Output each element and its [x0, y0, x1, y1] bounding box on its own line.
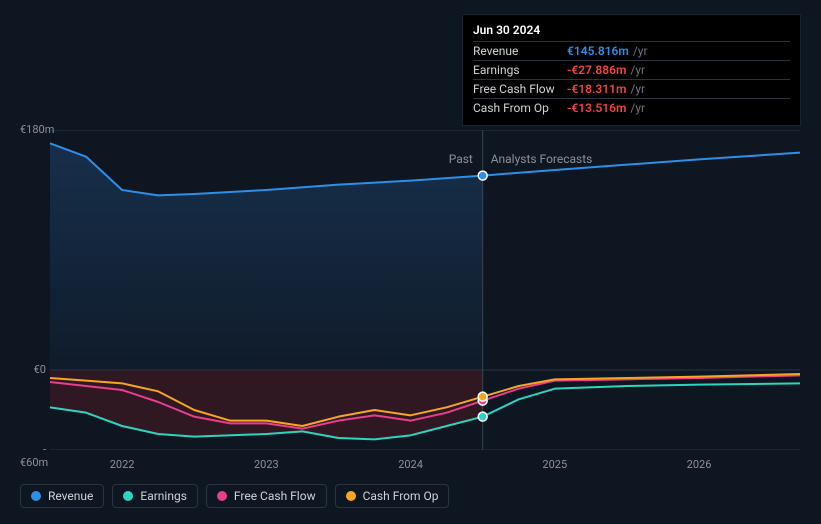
legend-item-cfo[interactable]: Cash From Op	[335, 484, 450, 508]
legend-item-revenue[interactable]: Revenue	[20, 484, 104, 508]
tooltip-metric-label: Free Cash Flow	[473, 82, 563, 96]
chart-legend: Revenue Earnings Free Cash Flow Cash From O…	[20, 484, 449, 508]
x-axis-tick-label: 2022	[110, 458, 135, 471]
legend-swatch-icon	[346, 491, 356, 501]
legend-label: Earnings	[140, 489, 187, 503]
chart-tooltip: Jun 30 2024 Revenue€145.816m/yrEarnings-…	[462, 14, 801, 126]
y-axis-tick-label: -€60m	[20, 443, 46, 469]
tooltip-metric-value: -€13.516m	[563, 101, 626, 115]
tooltip-unit: /yr	[626, 82, 645, 96]
tooltip-metric-label: Earnings	[473, 63, 563, 77]
y-axis-tick-label: €0	[20, 363, 46, 376]
tooltip-unit: /yr	[626, 63, 645, 77]
financial-chart: €180m€0-€60m20222023202420252026PastAnal…	[20, 130, 800, 450]
legend-swatch-icon	[123, 491, 133, 501]
x-axis-tick-label: 2025	[542, 458, 567, 471]
legend-item-fcf[interactable]: Free Cash Flow	[206, 484, 327, 508]
chart-svg	[20, 130, 800, 450]
tooltip-row: Revenue€145.816m/yr	[473, 41, 790, 60]
tooltip-metric-label: Revenue	[473, 44, 563, 58]
tooltip-row: Cash From Op-€13.516m/yr	[473, 98, 790, 117]
tooltip-metric-label: Cash From Op	[473, 101, 563, 115]
legend-label: Revenue	[48, 489, 93, 503]
tooltip-row: Free Cash Flow-€18.311m/yr	[473, 79, 790, 98]
x-axis-tick-label: 2026	[687, 458, 712, 471]
x-axis-tick-label: 2024	[398, 458, 423, 471]
tooltip-unit: /yr	[626, 101, 645, 115]
x-axis-tick-label: 2023	[254, 458, 279, 471]
tooltip-metric-value: -€27.886m	[563, 63, 626, 77]
tooltip-row: Earnings-€27.886m/yr	[473, 60, 790, 79]
legend-label: Cash From Op	[363, 489, 439, 503]
legend-swatch-icon	[31, 491, 41, 501]
tooltip-date: Jun 30 2024	[473, 23, 790, 41]
tooltip-metric-value: €145.816m	[563, 44, 629, 58]
past-section-label: Past	[449, 152, 473, 166]
tooltip-unit: /yr	[629, 44, 648, 58]
tooltip-metric-value: -€18.311m	[563, 82, 626, 96]
y-axis-tick-label: €180m	[20, 123, 46, 136]
legend-item-earnings[interactable]: Earnings	[112, 484, 198, 508]
legend-label: Free Cash Flow	[234, 489, 316, 503]
forecast-section-label: Analysts Forecasts	[491, 152, 593, 166]
legend-swatch-icon	[217, 491, 227, 501]
